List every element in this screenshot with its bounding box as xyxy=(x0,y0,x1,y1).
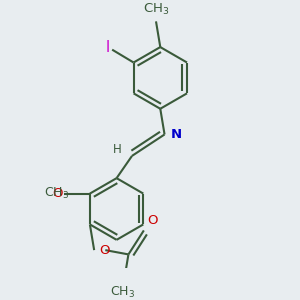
Text: O: O xyxy=(99,244,110,256)
Text: O: O xyxy=(147,214,158,227)
Text: CH$_3$: CH$_3$ xyxy=(44,186,69,201)
Text: CH$_3$: CH$_3$ xyxy=(110,285,135,300)
Text: N: N xyxy=(171,128,182,141)
Text: I: I xyxy=(105,40,110,56)
Text: H: H xyxy=(113,142,122,155)
Text: O: O xyxy=(52,187,62,200)
Text: CH$_3$: CH$_3$ xyxy=(143,2,169,17)
